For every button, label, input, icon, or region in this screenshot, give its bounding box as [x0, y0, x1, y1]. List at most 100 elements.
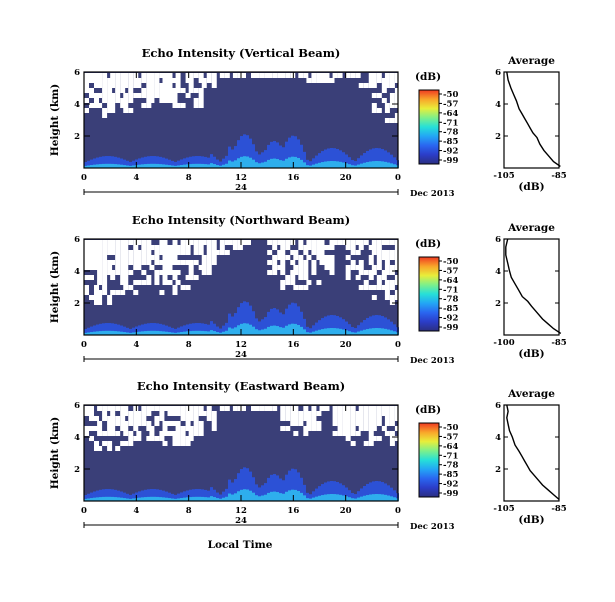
- no-data-pixel: [84, 275, 89, 280]
- no-data-pixel: [115, 93, 121, 98]
- no-data-pixel: [110, 73, 116, 78]
- no-data-pixel: [376, 411, 382, 416]
- no-data-pixel: [368, 83, 374, 88]
- no-data-pixel: [141, 411, 147, 416]
- no-data-pixel: [389, 416, 395, 421]
- echo-column: [294, 469, 297, 501]
- echo-strong: [111, 496, 114, 501]
- no-data-pixel: [185, 421, 191, 426]
- no-data-pixel: [133, 93, 139, 98]
- echo-column: [315, 322, 318, 335]
- echo-column: [393, 157, 396, 168]
- x-tick-label: 4: [133, 340, 139, 350]
- echo-strong: [231, 328, 234, 335]
- colorbar-tick-label: -57: [443, 266, 458, 276]
- no-data-pixel: [324, 73, 330, 78]
- echo-column: [237, 140, 240, 168]
- no-data-pixel: [384, 280, 390, 285]
- y-tick-label: 4: [74, 433, 80, 443]
- echo-strong: [366, 329, 369, 335]
- colorbar-tick-label: -71: [443, 451, 458, 461]
- echo-strong: [267, 326, 270, 335]
- no-data-pixel: [368, 436, 374, 441]
- no-data-pixel: [97, 78, 103, 83]
- no-data-pixel: [384, 78, 390, 83]
- no-data-pixel: [175, 411, 181, 416]
- no-data-pixel: [136, 416, 142, 421]
- echo-strong: [213, 497, 216, 501]
- echo-strong: [303, 329, 306, 335]
- x-tick-label: 20: [340, 506, 352, 516]
- echo-column: [84, 162, 87, 168]
- no-data-pixel: [180, 250, 186, 255]
- echo-strong: [87, 498, 90, 501]
- profile-x-tick-label: -85: [551, 171, 566, 181]
- no-data-pixel: [206, 250, 212, 255]
- no-data-pixel: [267, 240, 273, 245]
- no-data-pixel: [280, 245, 286, 250]
- echo-column: [177, 493, 180, 501]
- no-data-pixel: [193, 260, 199, 265]
- echo-strong: [279, 493, 282, 501]
- no-data-pixel: [293, 411, 299, 416]
- no-data-pixel: [342, 431, 348, 436]
- echo-column: [324, 149, 327, 168]
- no-data-pixel: [232, 73, 238, 78]
- echo-strong: [267, 492, 270, 501]
- echo-strong: [102, 496, 105, 501]
- no-data-pixel: [272, 73, 278, 78]
- no-data-pixel: [110, 250, 116, 255]
- no-data-pixel: [162, 280, 168, 285]
- no-data-pixel: [89, 240, 94, 245]
- no-data-pixel: [89, 245, 94, 250]
- no-data-pixel: [306, 411, 312, 416]
- no-data-pixel: [368, 78, 374, 83]
- echo-strong: [321, 162, 324, 168]
- echo-column: [264, 317, 267, 335]
- echo-column: [237, 307, 240, 335]
- no-data-pixel: [89, 88, 94, 93]
- no-data-pixel: [107, 78, 113, 83]
- no-data-pixel: [89, 436, 94, 441]
- no-data-pixel: [355, 416, 361, 421]
- no-data-pixel: [84, 245, 89, 250]
- no-data-pixel: [298, 265, 304, 270]
- no-data-pixel: [97, 240, 103, 245]
- echo-column: [372, 481, 375, 501]
- no-data-pixel: [363, 421, 369, 426]
- echo-column: [363, 153, 366, 168]
- profile-y-tick-label: 6: [495, 68, 501, 78]
- echo-column: [252, 311, 255, 335]
- echo-strong: [300, 159, 303, 168]
- no-data-pixel: [355, 250, 361, 255]
- no-data-pixel: [146, 93, 152, 98]
- no-data-pixel: [188, 411, 194, 416]
- echo-strong: [324, 328, 327, 335]
- echo-strong: [360, 496, 363, 501]
- echo-column: [183, 325, 186, 335]
- no-data-pixel: [89, 406, 94, 411]
- no-data-pixel: [345, 270, 351, 275]
- echo-strong: [162, 164, 165, 168]
- no-data-pixel: [211, 245, 217, 250]
- echo-column: [120, 491, 123, 501]
- no-data-pixel: [363, 285, 369, 290]
- no-data-pixel: [123, 98, 129, 103]
- colorbar-tick-label: -64: [443, 276, 458, 286]
- no-data-pixel: [128, 98, 134, 103]
- no-data-pixel: [120, 275, 126, 280]
- colorbar-tick-label: -85: [443, 470, 458, 480]
- no-data-pixel: [146, 250, 152, 255]
- echo-strong: [330, 328, 333, 335]
- profile-y-tick-label: 2: [495, 132, 501, 142]
- no-data-pixel: [149, 265, 155, 270]
- echo-strong: [222, 164, 225, 168]
- no-data-pixel: [128, 421, 134, 426]
- no-data-pixel: [94, 446, 99, 451]
- no-data-pixel: [185, 78, 191, 83]
- no-data-pixel: [110, 270, 116, 275]
- echo-strong: [162, 331, 165, 335]
- no-data-pixel: [381, 285, 387, 290]
- no-data-pixel: [167, 421, 173, 426]
- no-data-pixel: [162, 255, 168, 260]
